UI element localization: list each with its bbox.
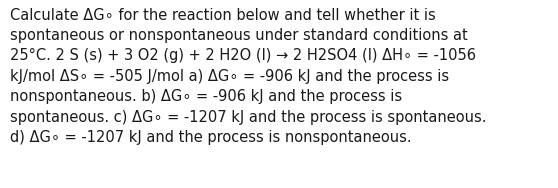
Text: Calculate ΔG∘ for the reaction below and tell whether it is
spontaneous or nonsp: Calculate ΔG∘ for the reaction below and… xyxy=(10,8,487,145)
